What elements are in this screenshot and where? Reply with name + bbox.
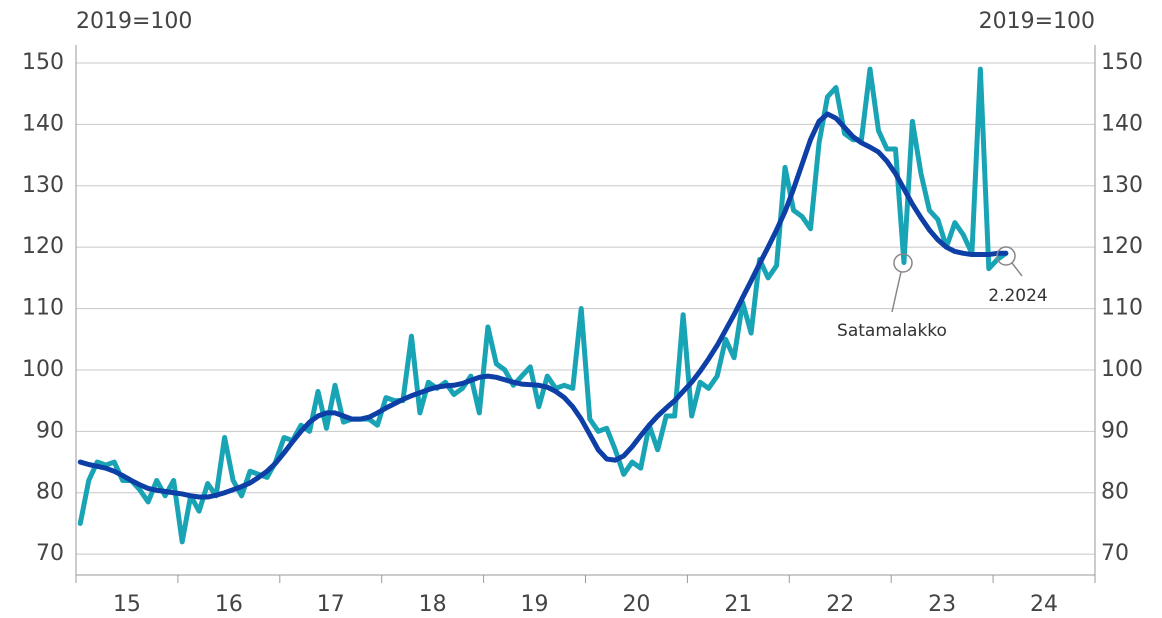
annotation: Satamalakko xyxy=(837,321,947,341)
x-tick-label: 23 xyxy=(928,592,956,617)
x-tick-label: 17 xyxy=(317,592,345,617)
y2-tick-label: 120 xyxy=(1101,234,1143,259)
annotation-circle xyxy=(893,253,913,273)
x-tick-label: 16 xyxy=(215,592,243,617)
y-tick-label: 140 xyxy=(22,111,64,136)
x-tick-label: 21 xyxy=(724,592,752,617)
y2-tick-label: 80 xyxy=(1101,480,1129,505)
y-tick-label: 110 xyxy=(22,296,64,321)
y-tick-label: 120 xyxy=(22,234,64,259)
y-tick-label: 100 xyxy=(22,357,64,382)
y-tick-label: 80 xyxy=(36,480,64,505)
x-tick-label: 15 xyxy=(113,592,141,617)
y2-tick-label: 130 xyxy=(1101,173,1143,198)
y-tick-label: 130 xyxy=(22,173,64,198)
annotation: 2.2024 xyxy=(988,286,1047,306)
x-tick-label: 24 xyxy=(1030,592,1058,617)
y-axis-label: 2019=100 xyxy=(76,9,192,34)
series-line xyxy=(77,66,1009,545)
y2-axis-label: 2019=100 xyxy=(979,9,1095,34)
y2-tick-label: 90 xyxy=(1101,418,1129,443)
annotation-leader xyxy=(1011,262,1023,277)
y2-tick-label: 70 xyxy=(1101,541,1129,566)
annotation-leader xyxy=(891,271,902,313)
x-tick-label: 19 xyxy=(521,592,549,617)
series-line xyxy=(77,111,1009,500)
x-tick-label: 20 xyxy=(622,592,650,617)
y2-tick-label: 140 xyxy=(1101,111,1143,136)
y-tick-label: 150 xyxy=(22,50,64,75)
y2-tick-label: 100 xyxy=(1101,357,1143,382)
plot-area: 70 80 90 100 110 120 130 140 150 70 80 90 100 110 120 1… xyxy=(22,45,1143,617)
y2-tick-label: 150 xyxy=(1101,50,1143,75)
y-tick-label: 70 xyxy=(36,541,64,566)
y-tick-label: 90 xyxy=(36,418,64,443)
annotation-circle xyxy=(996,246,1016,266)
x-tick-label: 22 xyxy=(826,592,854,617)
y2-tick-label: 110 xyxy=(1101,296,1143,321)
x-tick-label: 18 xyxy=(419,592,447,617)
